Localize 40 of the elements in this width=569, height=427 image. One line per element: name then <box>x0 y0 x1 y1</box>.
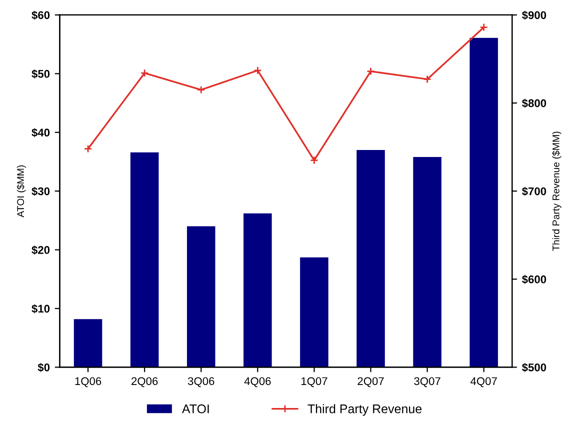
y-tick-label: $0 <box>38 363 50 372</box>
bar <box>413 157 442 368</box>
x-tick-label: 2Q06 <box>132 377 158 388</box>
legend-label: ATOI <box>182 404 209 414</box>
bar <box>186 226 216 368</box>
bar <box>130 152 159 368</box>
point <box>480 23 488 32</box>
x-tick-label: 3Q07 <box>414 377 440 388</box>
y2-tick-label: $700 <box>522 186 546 196</box>
y-axis-title: ATOI ($MM) <box>16 165 26 218</box>
x-tick-label: 1Q06 <box>75 377 102 388</box>
bar <box>300 257 328 368</box>
y2-tick-label: $600 <box>522 274 546 284</box>
y-tick-label: $20 <box>32 246 50 255</box>
bar <box>74 319 102 368</box>
x-tick-label: 4Q06 <box>244 377 271 388</box>
bar <box>470 38 498 368</box>
y-tick-label: $10 <box>32 304 50 314</box>
point <box>423 75 432 84</box>
point <box>140 68 149 78</box>
point <box>253 66 262 75</box>
x-tick-label: 2Q07 <box>358 377 384 388</box>
y2-tick-label: $800 <box>522 98 546 108</box>
x-tick-label: 4Q07 <box>470 377 497 388</box>
x-tick-label: 1Q07 <box>301 377 328 388</box>
y2-tick-label: $900 <box>522 10 546 20</box>
point <box>196 86 206 94</box>
bar <box>244 213 272 368</box>
bar <box>356 150 385 368</box>
y-tick-label: $30 <box>32 186 50 196</box>
y-tick-label: $40 <box>32 128 50 138</box>
y2-axis-title: Third Party Revenue ($MM) <box>552 132 562 251</box>
y-tick-label: $50 <box>32 69 50 79</box>
point <box>310 156 318 164</box>
point <box>84 144 92 153</box>
point <box>366 67 375 76</box>
y-tick-label: $60 <box>32 10 50 20</box>
x-tick-label: 3Q06 <box>188 377 214 388</box>
legend-label: Third Party Revenue <box>308 404 422 416</box>
y2-tick-label: $500 <box>522 363 546 372</box>
